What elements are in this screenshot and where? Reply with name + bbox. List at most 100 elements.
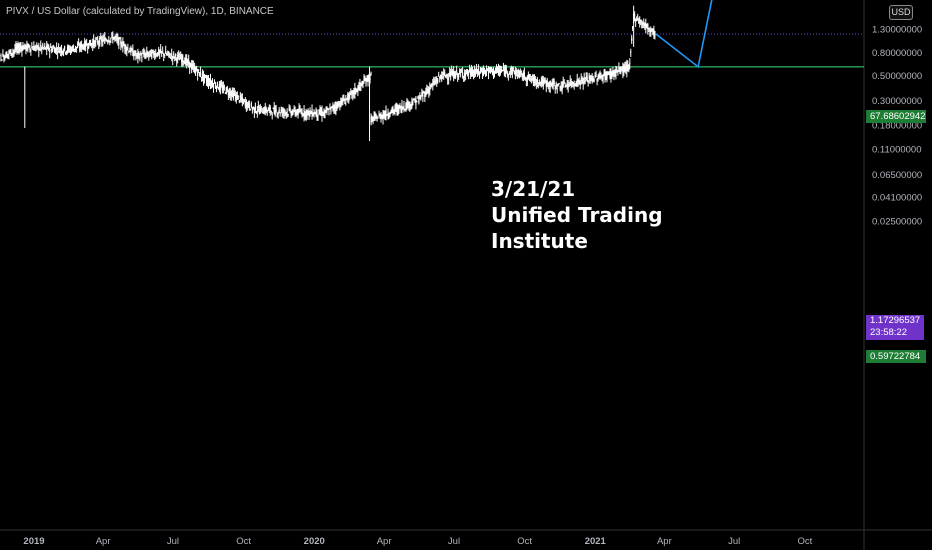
candle-body [371,117,373,119]
candle-body [0,54,2,57]
candle-body [186,58,188,63]
x-tick-label: Jul [448,536,460,547]
candle-body [85,41,87,48]
candle-body [268,107,270,109]
candle-body [518,71,520,78]
candle-body [116,37,118,39]
candle-body [475,68,478,73]
candle-body [123,44,125,46]
candle-body [624,65,626,71]
candle-body [305,111,307,117]
candle-body [140,52,142,55]
candle-body [265,108,267,112]
candle-body [251,108,253,110]
candle-body [260,106,262,108]
candle-body [382,113,384,119]
candle-body [134,50,136,55]
candle-body [119,38,121,40]
candle-body [157,52,159,56]
candle-body [323,111,325,113]
candle-body [500,70,503,72]
candle-body [507,74,509,76]
candle-body [517,70,519,73]
candle-body [308,111,310,116]
candle-body [178,54,180,56]
candle-body [304,112,306,117]
projection-path [655,0,713,69]
candle-body [527,74,529,80]
candle-body [220,85,223,87]
candle-body [512,68,514,71]
candle-body [31,47,33,49]
candle-body [511,67,513,74]
candle-body [274,107,276,115]
candle-body [172,56,174,60]
annotation-line-date: 3/21/21 [491,177,576,201]
candle-body [399,105,401,107]
candle-body [457,73,459,77]
currency-badge[interactable]: USD [889,5,913,20]
candle-body [292,112,294,114]
candle-body [571,81,573,83]
candle-body [420,95,422,99]
candle-body [177,55,179,58]
candle-body [156,55,158,57]
candle-body [16,47,18,50]
candle-body [206,79,209,83]
candle-body [588,75,590,79]
candle-body [601,75,603,81]
candle-body [464,73,466,77]
candle-body [583,77,585,80]
candle-body [18,48,20,52]
candle-body [114,36,116,38]
candle-body [236,95,238,100]
candle-body [482,69,485,75]
candle-body [572,82,574,85]
candle-body [330,107,332,112]
candle-body [181,57,183,63]
candle-body [276,114,278,116]
candle-body [419,96,421,100]
candle-body [60,48,62,51]
candle-body [426,88,428,92]
candle-body [81,43,83,49]
candle-body [15,46,17,50]
candle-body [522,72,524,77]
candle-body [437,80,439,82]
x-tick-label: Oct [517,536,532,547]
candle-body [237,95,239,97]
candle-body [56,47,58,50]
candle-body [103,37,105,39]
candle-body [356,89,358,92]
candle-body [614,70,616,73]
candle-body [228,90,230,96]
candle-body [108,39,110,42]
candle-body [606,74,608,79]
candle-body [195,69,197,73]
candle-body [162,51,164,53]
candle-body [326,109,328,112]
candle-body [209,79,212,85]
candle-body [125,45,127,51]
candle-body [72,48,75,52]
candle-body [250,103,252,107]
candle-body [456,70,458,72]
candle-body [32,48,34,50]
candle-body [654,30,656,37]
candle-body [333,105,335,110]
candle-body [531,75,533,77]
candle-body [227,93,229,95]
candle-body [567,83,569,88]
candle-body [406,103,408,109]
candle-body [523,72,525,79]
candle-body [106,40,108,42]
candle-body [496,67,499,71]
candle-body [370,72,372,74]
x-tick-label: 2020 [304,536,325,547]
candle-body [486,70,489,72]
candle-body [508,72,510,74]
candle-body [164,54,166,56]
candle-body [218,84,221,90]
candle-body [573,84,575,86]
